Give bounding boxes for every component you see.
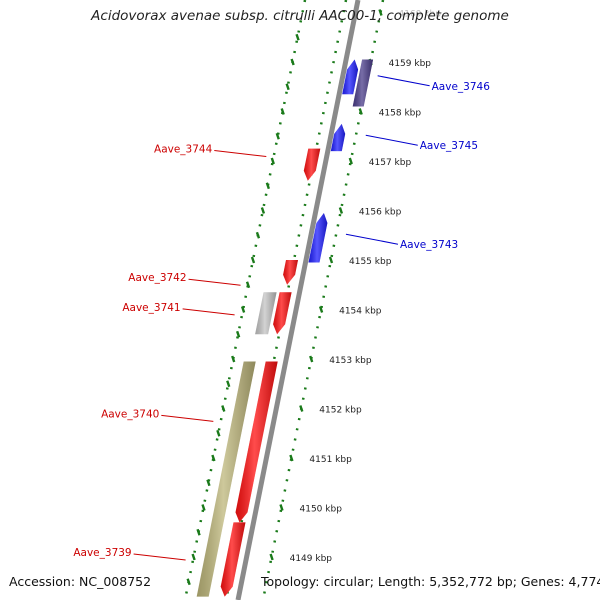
ruler-tick-label: 4149 kbp — [290, 554, 333, 564]
major-tick-left — [295, 33, 300, 41]
reverse-gene-arrow-shading — [303, 148, 321, 181]
right-tick-track — [261, 0, 385, 600]
gene-label: Aave_3744 — [154, 144, 213, 156]
gene-label-leader — [345, 233, 399, 245]
major-tick-right — [338, 207, 344, 214]
major-tick-left — [280, 108, 285, 115]
major-tick-left — [216, 429, 221, 437]
major-tick-left — [191, 553, 196, 561]
ruler-tick-label: 4155 kbp — [349, 257, 392, 267]
major-tick-left — [196, 528, 201, 536]
rna-feature-shading — [352, 59, 374, 107]
gene-label-leader — [188, 278, 241, 286]
reverse-gene-arrow-shading — [283, 260, 298, 285]
genome-summary-text: Topology: circular; Length: 5,352,772 bp… — [261, 574, 600, 589]
gene-label: Aave_3742 — [128, 272, 186, 284]
gene-label: Aave_3739 — [73, 547, 131, 559]
major-tick-left — [250, 256, 256, 264]
major-tick-left — [260, 207, 266, 214]
major-tick-right — [279, 504, 284, 511]
ruler-tick-label: 4160 kbp — [399, 10, 442, 20]
ruler-tick-label: 4152 kbp — [319, 406, 362, 416]
major-tick-right — [378, 9, 383, 16]
ruler-tick-label: 4154 kbp — [339, 307, 382, 317]
major-tick-left — [255, 231, 261, 239]
ruler-tick-label: 4156 kbp — [359, 208, 402, 218]
major-tick-left — [206, 479, 211, 487]
major-tick-left — [285, 83, 290, 91]
gene-label-leader — [133, 553, 186, 561]
gene-label: Aave_3741 — [122, 302, 180, 314]
major-tick-left — [240, 306, 246, 313]
major-tick-right — [318, 306, 324, 313]
major-tick-left — [211, 454, 216, 462]
gene-label-leader — [161, 414, 214, 422]
ruler-tick-label: 4151 kbp — [309, 455, 352, 465]
ruler-tick-label: 4158 kbp — [379, 109, 422, 119]
reverse-gene-arrow-shading — [235, 361, 278, 523]
major-tick-left — [201, 504, 206, 511]
forward-gene-arrow-shading — [308, 213, 328, 263]
major-tick-left — [236, 330, 241, 338]
major-tick-left — [270, 157, 275, 165]
genome-backbone — [235, 0, 361, 600]
other-feature-shading — [255, 292, 277, 335]
major-tick-left — [245, 281, 251, 289]
major-tick-right — [348, 157, 353, 165]
ruler-tick-label: 4153 kbp — [329, 356, 372, 366]
major-tick-left — [265, 182, 270, 190]
gene-label: Aave_3745 — [420, 140, 478, 152]
left-tick-track — [183, 0, 307, 600]
forward-gene-arrow-shading — [330, 123, 346, 152]
major-tick-right — [358, 108, 363, 115]
gene-label: Aave_3743 — [400, 239, 458, 251]
major-tick-right — [309, 355, 314, 363]
map-title: Acidovorax avenae subsp. citrulli AAC00-… — [91, 8, 509, 24]
reverse-gene-arrow-shading — [220, 522, 246, 597]
major-tick-left — [226, 380, 231, 388]
gene-label-leader — [214, 150, 267, 158]
forward-gene-arrow-shading — [342, 59, 359, 95]
gene-label: Aave_3746 — [432, 81, 491, 93]
major-tick-left — [221, 405, 226, 412]
major-tick-right — [328, 256, 334, 264]
ruler-tick-label: 4159 kbp — [389, 59, 432, 69]
major-tick-right — [299, 405, 304, 412]
major-tick-right — [289, 454, 294, 462]
ruler-tick-label: 4157 kbp — [369, 158, 412, 168]
gene-label-leader — [365, 134, 418, 146]
major-tick-left — [186, 578, 191, 586]
major-tick-left — [231, 355, 236, 363]
gene-label-leader — [377, 75, 430, 87]
gene-label: Aave_3740 — [101, 408, 159, 420]
major-tick-left — [275, 132, 280, 140]
region-feature-shading — [196, 361, 256, 597]
reverse-gene-arrow-shading — [273, 292, 292, 335]
major-tick-left — [290, 58, 295, 66]
accession-text: Accession: NC_008752 — [9, 574, 152, 589]
ruler-tick-label: 4150 kbp — [300, 505, 343, 515]
gene-label-leader — [182, 308, 235, 316]
major-tick-right — [269, 553, 274, 561]
